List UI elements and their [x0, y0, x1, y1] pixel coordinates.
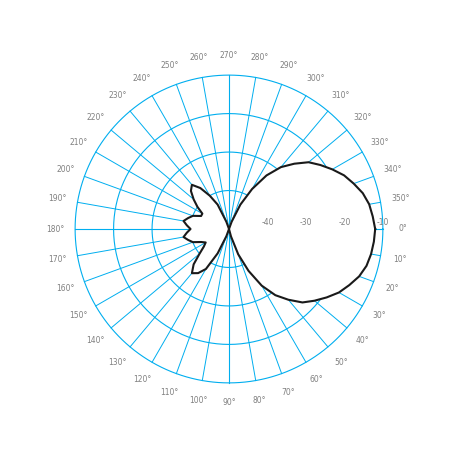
Text: -20: -20: [338, 218, 351, 228]
Text: 120°: 120°: [133, 375, 151, 384]
Polygon shape: [184, 162, 375, 302]
Text: 270°: 270°: [220, 50, 238, 60]
Text: 50°: 50°: [334, 358, 348, 367]
Text: 220°: 220°: [87, 113, 105, 122]
Text: 100°: 100°: [190, 396, 208, 405]
Text: 240°: 240°: [133, 74, 151, 83]
Text: 200°: 200°: [56, 165, 75, 174]
Text: -10: -10: [376, 218, 389, 228]
Text: 280°: 280°: [250, 53, 268, 62]
Text: 60°: 60°: [309, 375, 323, 384]
Text: 180°: 180°: [46, 224, 64, 234]
Text: -40: -40: [261, 218, 274, 228]
Text: 10°: 10°: [393, 255, 407, 264]
Text: 160°: 160°: [56, 284, 75, 293]
Text: 130°: 130°: [108, 358, 126, 367]
Text: 350°: 350°: [391, 194, 409, 203]
Text: 250°: 250°: [160, 61, 179, 70]
Text: 300°: 300°: [307, 74, 325, 83]
Text: 90°: 90°: [222, 398, 236, 408]
Text: 340°: 340°: [383, 165, 402, 174]
Text: 0°: 0°: [398, 224, 407, 234]
Text: 80°: 80°: [252, 396, 266, 405]
Text: 210°: 210°: [69, 137, 87, 147]
Text: 260°: 260°: [190, 53, 208, 62]
Text: 310°: 310°: [332, 91, 350, 100]
Text: 190°: 190°: [49, 194, 67, 203]
Text: 170°: 170°: [49, 255, 67, 264]
Text: 150°: 150°: [69, 311, 87, 321]
Text: 20°: 20°: [386, 284, 399, 293]
Text: 70°: 70°: [282, 388, 295, 397]
Text: 230°: 230°: [108, 91, 126, 100]
Text: 30°: 30°: [373, 311, 387, 321]
Text: 110°: 110°: [160, 388, 179, 397]
Text: 40°: 40°: [355, 336, 369, 345]
Text: 140°: 140°: [87, 336, 105, 345]
Text: 320°: 320°: [353, 113, 371, 122]
Text: 290°: 290°: [279, 61, 298, 70]
Text: 330°: 330°: [371, 137, 389, 147]
Text: -30: -30: [300, 218, 312, 228]
